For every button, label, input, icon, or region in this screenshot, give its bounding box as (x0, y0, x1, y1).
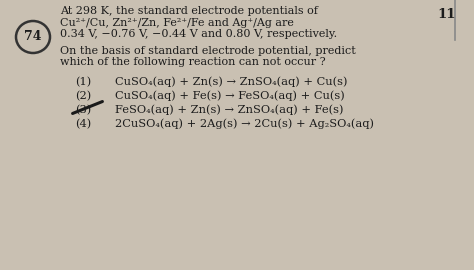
Text: 0.34 V, −0.76 V, −0.44 V and 0.80 V, respectively.: 0.34 V, −0.76 V, −0.44 V and 0.80 V, res… (60, 29, 337, 39)
Text: (3): (3) (75, 104, 91, 115)
Text: 74: 74 (24, 31, 42, 43)
Text: (4): (4) (75, 119, 91, 129)
Text: CuSO₄(aq) + Zn(s) → ZnSO₄(aq) + Cu(s): CuSO₄(aq) + Zn(s) → ZnSO₄(aq) + Cu(s) (115, 76, 347, 87)
Text: FeSO₄(aq) + Zn(s) → ZnSO₄(aq) + Fe(s): FeSO₄(aq) + Zn(s) → ZnSO₄(aq) + Fe(s) (115, 104, 344, 115)
Text: (1): (1) (75, 76, 91, 87)
Text: On the basis of standard electrode potential, predict: On the basis of standard electrode poten… (60, 46, 356, 56)
Text: Cu²⁺/Cu, Zn²⁺/Zn, Fe²⁺/Fe and Ag⁺/Ag are: Cu²⁺/Cu, Zn²⁺/Zn, Fe²⁺/Fe and Ag⁺/Ag are (60, 18, 294, 28)
Text: which of the following reaction can not occur ?: which of the following reaction can not … (60, 57, 326, 67)
Text: 11: 11 (438, 8, 456, 21)
Text: 2CuSO₄(aq) + 2Ag(s) → 2Cu(s) + Ag₂SO₄(aq): 2CuSO₄(aq) + 2Ag(s) → 2Cu(s) + Ag₂SO₄(aq… (115, 119, 374, 129)
Text: At 298 K, the standard electrode potentials of: At 298 K, the standard electrode potenti… (60, 6, 318, 16)
Text: (2): (2) (75, 90, 91, 101)
Text: CuSO₄(aq) + Fe(s) → FeSO₄(aq) + Cu(s): CuSO₄(aq) + Fe(s) → FeSO₄(aq) + Cu(s) (115, 90, 345, 101)
